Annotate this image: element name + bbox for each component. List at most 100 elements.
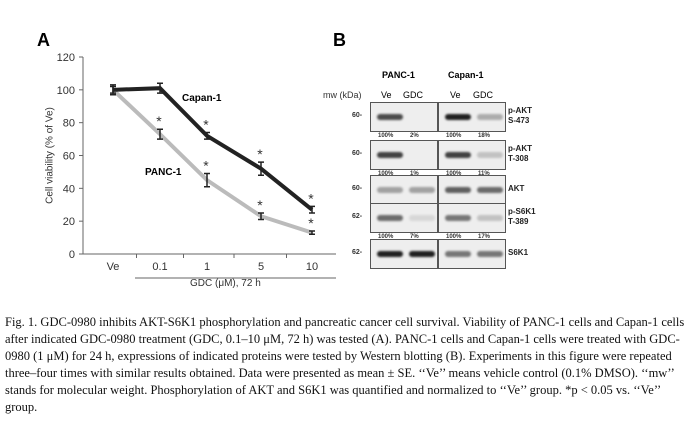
- error-bar: [110, 84, 116, 96]
- error-bar: [204, 172, 210, 188]
- protein-label: p-AKT S-473: [508, 106, 532, 126]
- quant-label: 100%: [446, 234, 462, 240]
- protein-name: p-AKT: [508, 106, 532, 115]
- blot-band: [377, 187, 403, 193]
- protein-name: T-389: [508, 217, 529, 226]
- mw-marker: 60-: [352, 150, 363, 157]
- x-tick-label: 0.1: [152, 261, 167, 273]
- error-bar: [309, 230, 315, 236]
- lane-gdc: GDC: [473, 90, 493, 100]
- error-bar: [157, 128, 163, 140]
- error-bar: [309, 205, 315, 214]
- blot-band: [445, 215, 471, 221]
- quant-label: 100%: [378, 171, 394, 177]
- protein-name: S6K1: [508, 248, 529, 257]
- protein-name: AKT: [508, 184, 525, 193]
- lane-ve: Ve: [450, 90, 461, 100]
- quant-label: 11%: [478, 171, 490, 177]
- mw-header: mw (kDa): [323, 90, 362, 100]
- protein-label: S6K1: [508, 248, 528, 258]
- blot-band: [409, 114, 435, 120]
- quant-label: 7%: [410, 234, 419, 240]
- viability-chart: 0 20 40 60 80 100 120 Ve 0.1 1 5 10 * * * * * * *: [57, 52, 336, 279]
- blot-band: [409, 215, 435, 221]
- x-tick-label: 10: [306, 261, 318, 273]
- blot-panel: [438, 203, 506, 233]
- error-bar: [204, 131, 210, 140]
- blot-band: [377, 251, 403, 257]
- blot-panel: [438, 102, 506, 132]
- blot-panel: [370, 203, 438, 233]
- mw-marker: 60-: [352, 185, 363, 192]
- blot-band: [477, 251, 503, 257]
- y-tick-label: 60: [63, 151, 75, 163]
- error-bar: [258, 161, 264, 176]
- blot-cellline-panc: PANC-1: [382, 70, 415, 80]
- blot-panel: [438, 239, 506, 269]
- mw-marker: 60-: [352, 112, 363, 119]
- y-tick-label: 100: [57, 85, 75, 97]
- blot-band: [477, 187, 503, 193]
- blot-band: [477, 114, 503, 120]
- protein-label: p-AKT T-308: [508, 144, 532, 164]
- blot-band: [409, 187, 435, 193]
- protein-name: T-308: [508, 154, 529, 163]
- blot-band: [377, 215, 403, 221]
- significance-star: *: [257, 146, 263, 162]
- quant-label: 100%: [446, 133, 462, 139]
- capan-series-label: Capan-1: [182, 93, 222, 104]
- quant-label: 2%: [410, 133, 419, 139]
- blot-band: [445, 152, 471, 158]
- protein-name: p-AKT: [508, 144, 532, 153]
- panc-series-label: PANC-1: [145, 167, 182, 178]
- quant-label: 18%: [478, 133, 491, 139]
- blot-band: [377, 114, 403, 120]
- significance-star: *: [308, 215, 314, 231]
- blot-cellline-capan: Capan-1: [448, 70, 484, 80]
- x-tick-label: Ve: [107, 261, 120, 273]
- significance-star: *: [156, 113, 162, 129]
- quant-label: 17%: [478, 234, 491, 240]
- y-tick-label: 0: [69, 249, 75, 261]
- blot-panel: [438, 175, 506, 205]
- x-tick-label: 5: [258, 261, 264, 273]
- quant-label: 1%: [410, 171, 419, 177]
- protein-label: p-S6K1 T-389: [508, 207, 536, 227]
- protein-name: p-S6K1: [508, 207, 536, 216]
- blot-band: [377, 152, 403, 158]
- mw-marker: 62-: [352, 213, 363, 220]
- x-axis-label: GDC (μM), 72 h: [190, 278, 261, 289]
- significance-star: *: [203, 158, 209, 174]
- panel-a-label: A: [37, 30, 50, 50]
- blot-band: [409, 152, 435, 158]
- blot-panel: [370, 102, 438, 132]
- mw-marker: 62-: [352, 249, 363, 256]
- blot-band: [409, 251, 435, 257]
- blot-band: [445, 187, 471, 193]
- significance-star: *: [308, 190, 314, 206]
- series-line-Capan-1: [112, 86, 314, 212]
- blot-panel: [370, 140, 438, 170]
- series-line-PANC-1: [111, 88, 313, 235]
- blot-band: [445, 114, 471, 120]
- y-tick-label: 120: [57, 52, 75, 64]
- error-bar: [157, 82, 163, 94]
- blot-panel: [438, 140, 506, 170]
- y-tick-label: 20: [63, 216, 75, 228]
- protein-label: AKT: [508, 184, 524, 194]
- y-tick-label: 80: [63, 118, 75, 130]
- protein-name: S-473: [508, 116, 530, 125]
- error-bar: [258, 212, 264, 221]
- blot-band: [445, 251, 471, 257]
- x-tick-label: 1: [204, 261, 210, 273]
- significance-star: *: [257, 197, 263, 213]
- y-axis-label: Cell viability (% of Ve): [44, 107, 56, 204]
- lane-gdc: GDC: [403, 90, 423, 100]
- lane-ve: Ve: [381, 90, 392, 100]
- significance-star: *: [203, 117, 209, 133]
- blot-band: [477, 152, 503, 158]
- quant-label: 100%: [378, 133, 394, 139]
- quant-label: 100%: [446, 171, 462, 177]
- panel-b-label: B: [333, 30, 346, 50]
- blot-panel: [370, 239, 438, 269]
